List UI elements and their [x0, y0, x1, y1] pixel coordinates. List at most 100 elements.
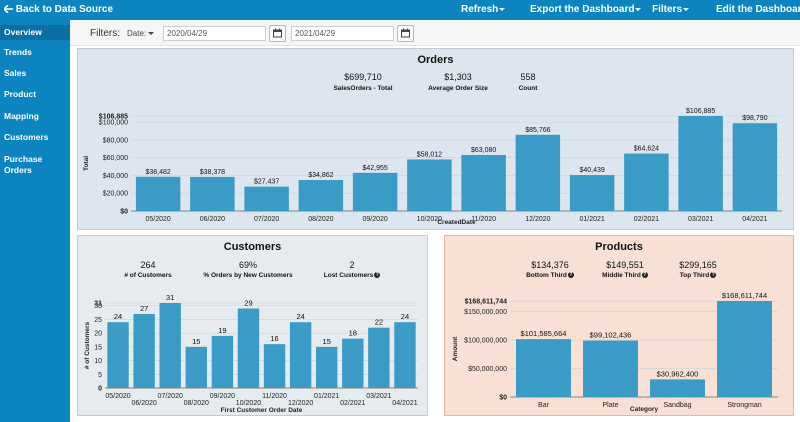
y-tick-label: $20,000: [103, 191, 128, 198]
caret-down-icon: [148, 32, 155, 36]
bar-value-label: 18: [349, 329, 357, 338]
y-tick-label: $100,000: [99, 120, 128, 127]
end-date-input[interactable]: [291, 26, 394, 41]
x-tick-label: 01/2021: [579, 216, 604, 223]
info-icon[interactable]: ?: [567, 272, 574, 279]
products-panel: Products $134,376 Bottom Third? $149,551…: [444, 235, 794, 416]
orders-panel: Orders $699,710 SalesOrders - Total $1,3…: [77, 48, 794, 230]
end-date-calendar-button[interactable]: [397, 25, 414, 42]
bar: [352, 172, 398, 211]
orders-kpi-count-label: Count: [518, 85, 538, 92]
x-tick-label: 03/2021: [688, 216, 713, 223]
customers-kpi-new-label: % Orders by New Customers: [203, 272, 293, 279]
bar: [717, 301, 772, 397]
bar-value-label: 24: [401, 312, 409, 321]
bar: [159, 303, 181, 388]
export-dashboard-menu[interactable]: Export the Dashboard: [530, 4, 642, 15]
x-tick-label: 07/2020: [254, 216, 279, 223]
info-icon[interactable]: ?: [710, 272, 717, 279]
bar-value-label: 24: [114, 312, 122, 321]
info-icon[interactable]: ?: [641, 272, 648, 279]
bar-value-label: $58,012: [417, 151, 442, 158]
x-tick-label: 05/2020: [105, 393, 130, 400]
bar-value-label: $101,585,664: [521, 329, 567, 338]
x-axis-title: CreatedDate: [437, 219, 476, 226]
bar-value-label: 31: [166, 293, 174, 302]
x-tick-label: 10/2020: [236, 400, 261, 407]
x-tick-label: 09/2020: [362, 216, 387, 223]
y-tick-label: $50,000,000: [468, 366, 507, 373]
sidebar-item-mapping[interactable]: Mapping: [4, 111, 39, 121]
y-tick-label: 31: [94, 301, 102, 308]
bar: [394, 322, 416, 388]
filters-label: Filters:: [90, 28, 120, 39]
orders-title: Orders: [417, 54, 454, 66]
sidebar-item-customers[interactable]: Customers: [4, 132, 49, 142]
sidebar-item-overview[interactable]: Overview: [0, 25, 70, 40]
bar-value-label: 15: [192, 337, 200, 346]
bar-value-label: $38,482: [145, 169, 170, 176]
x-axis-title: Category: [630, 406, 659, 413]
customers-kpi-lost: Lost Customers?: [312, 272, 392, 279]
bar: [515, 134, 561, 211]
bar-value-label: $85,766: [525, 127, 550, 134]
x-tick-label: 09/2020: [210, 393, 235, 400]
bar: [516, 339, 571, 397]
x-tick-label: 06/2020: [200, 216, 225, 223]
bar: [244, 186, 289, 211]
sidebar: Overview Trends Sales Product Mapping Cu…: [0, 20, 70, 422]
customers-kpi-lost-value: 2: [349, 260, 355, 270]
bar: [407, 159, 452, 211]
bar: [135, 176, 181, 211]
x-tick-label: 02/2021: [634, 216, 659, 223]
back-to-data-source-label: Back to Data Source: [15, 4, 114, 15]
start-date-input[interactable]: [163, 26, 266, 41]
y-tick-label: 30: [94, 303, 102, 310]
customers-bar-chart: 051015202530312405/20202706/20203107/202…: [84, 293, 418, 414]
orders-kpi-total-value: $699,710: [344, 72, 382, 82]
products-title: Products: [595, 241, 643, 253]
back-to-data-source-button[interactable]: Back to Data Source: [2, 4, 114, 15]
date-field-dropdown[interactable]: Date:: [127, 29, 155, 38]
sidebar-item-trends[interactable]: Trends: [4, 47, 32, 57]
bar: [289, 322, 312, 388]
start-date-calendar-button[interactable]: [269, 25, 286, 42]
bar-value-label: $63,080: [471, 147, 496, 154]
bar-value-label: $38,378: [200, 169, 225, 176]
caret-down-icon: [683, 7, 690, 11]
bar: [316, 346, 338, 388]
x-tick-label: 08/2020: [308, 216, 333, 223]
y-axis-title: Amount: [452, 336, 459, 361]
customers-kpi-lost-label: Lost Customers: [323, 272, 374, 279]
edit-dashboard-button[interactable]: Edit the Dashboard: [716, 4, 800, 15]
y-tick-label: $0: [499, 395, 507, 402]
products-kpi-bottom: Bottom Third?: [510, 272, 590, 279]
bar-value-label: $42,955: [362, 165, 387, 172]
date-field-label: Date:: [127, 29, 147, 38]
bar: [263, 344, 286, 388]
bar: [569, 175, 615, 211]
top-bar: Back to Data Source Refresh Export the D…: [0, 0, 800, 20]
y-tick-label: 5: [98, 372, 102, 379]
bar: [368, 327, 390, 388]
sidebar-item-purchase-orders[interactable]: Purchase Orders: [4, 154, 43, 175]
orders-kpi-average-value: $1,303: [444, 72, 472, 82]
sidebar-item-sales[interactable]: Sales: [4, 68, 27, 78]
products-kpi-middle-value: $149,551: [606, 260, 644, 270]
products-kpi-top-value: $299,165: [679, 260, 717, 270]
bar-value-label: $27,437: [254, 179, 279, 186]
x-tick-label: 04/2021: [742, 216, 767, 223]
refresh-menu[interactable]: Refresh: [461, 4, 506, 15]
products-kpi-bottom-value: $134,376: [531, 260, 569, 270]
y-tick-label: $60,000: [103, 155, 128, 162]
bar: [624, 153, 669, 211]
orders-kpi-average-label: Average Order Size: [428, 85, 488, 92]
sidebar-item-product[interactable]: Product: [4, 89, 37, 99]
x-tick-label: Strongman: [727, 402, 761, 409]
filters-menu[interactable]: Filters: [652, 4, 690, 15]
info-icon[interactable]: ?: [374, 272, 381, 279]
bar: [237, 308, 260, 388]
x-tick-label: 01/2021: [314, 393, 339, 400]
calendar-icon: [401, 28, 410, 38]
products-bar-chart: $0 $50,000,000 $100,000,000 $150,000,000 $16…: [452, 291, 778, 413]
